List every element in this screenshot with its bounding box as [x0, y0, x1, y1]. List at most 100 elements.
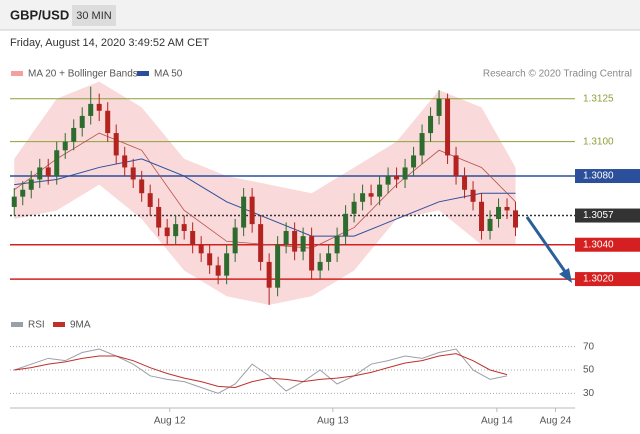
- candle-body: [275, 244, 281, 288]
- candle-body: [37, 167, 43, 180]
- candle-body: [215, 265, 221, 276]
- candle-body: [62, 141, 68, 151]
- arrow-shaft: [525, 216, 568, 274]
- candle-body: [79, 115, 85, 128]
- candle-body: [436, 98, 442, 116]
- price-panel: 1.3125 1.3100 1.3080 1.3057 1.3040 1.3020: [10, 81, 640, 305]
- candle-body: [28, 179, 34, 190]
- candle-body: [224, 253, 230, 276]
- candle-body: [292, 230, 298, 252]
- candle-body: [164, 227, 170, 237]
- candle-body: [385, 176, 391, 185]
- candle-body: [309, 236, 315, 271]
- candle-body: [11, 196, 17, 207]
- candle-body: [130, 167, 136, 180]
- timestamp: Friday, August 14, 2020 3:49:52 AM CET: [10, 37, 209, 49]
- x-tick-label: Aug 12: [154, 416, 186, 427]
- candle-body: [411, 155, 417, 168]
- legend-swatch: [137, 71, 149, 76]
- legend-swatch: [53, 322, 65, 327]
- x-tick-label: Aug 14: [481, 416, 513, 427]
- level-label-box: [575, 272, 640, 287]
- candle-body: [326, 253, 332, 262]
- legend-label: 9MA: [70, 320, 91, 331]
- level-label-box: [575, 237, 640, 252]
- legend-label: RSI: [28, 320, 45, 331]
- candle-body: [428, 115, 434, 134]
- candle-body: [105, 110, 111, 134]
- ma20-line: [14, 132, 516, 249]
- y-tick-label: 30: [583, 388, 595, 399]
- candle-body: [241, 196, 247, 228]
- interval-box[interactable]: [72, 5, 116, 26]
- candle-body: [232, 227, 238, 254]
- candle-body: [156, 206, 162, 228]
- candle-body: [334, 236, 340, 254]
- candle-body: [496, 206, 502, 219]
- level-label-box: [575, 208, 640, 223]
- candle-body: [113, 133, 119, 156]
- candle-body: [453, 155, 459, 177]
- candle-body: [470, 189, 476, 202]
- source: Research © 2020 Trading Central: [483, 69, 632, 80]
- level-label: 1.3080: [583, 171, 614, 182]
- candle-body: [377, 184, 383, 197]
- candle-body: [71, 127, 77, 142]
- x-tick-label: Aug 24: [540, 416, 572, 427]
- candle-body: [173, 224, 179, 237]
- candle-body: [122, 155, 128, 168]
- level-label: 1.3020: [583, 274, 614, 285]
- candle-body: [513, 210, 519, 228]
- y-tick-label: 50: [583, 365, 595, 376]
- legend-label: MA 20 + Bollinger Bands: [28, 69, 138, 80]
- y-tick-label: 70: [583, 341, 595, 352]
- ma50-line: [14, 158, 516, 237]
- level-label: 1.3057: [583, 210, 614, 221]
- candle-body: [368, 193, 374, 197]
- rsi-line: [14, 348, 508, 394]
- candle-body: [147, 193, 153, 207]
- candle-body: [20, 189, 26, 197]
- candle-body: [479, 201, 485, 231]
- level-label: 1.3040: [583, 239, 614, 250]
- interval[interactable]: 30 MIN: [76, 10, 112, 22]
- level-label: 1.3100: [583, 136, 614, 147]
- candle-body: [190, 230, 196, 245]
- candle-body: [207, 253, 213, 266]
- candle-body: [181, 224, 187, 231]
- candle-body: [88, 103, 94, 116]
- candle-body: [445, 98, 451, 156]
- candle-body: [198, 244, 204, 254]
- candle-body: [343, 213, 349, 237]
- legend-swatch: [11, 71, 23, 76]
- candle-body: [462, 176, 468, 190]
- candle-body: [139, 179, 145, 194]
- candle-body: [317, 261, 323, 271]
- candle-body: [283, 230, 289, 245]
- candle-body: [258, 224, 264, 262]
- candle-body: [300, 236, 306, 252]
- legend-swatch: [11, 322, 23, 327]
- forecast-arrow: [525, 216, 572, 283]
- candle-body: [249, 196, 255, 225]
- bollinger-band: [14, 81, 516, 305]
- symbol: GBP/USD: [10, 7, 69, 22]
- candle-body: [394, 176, 400, 180]
- x-tick-label: Aug 13: [317, 416, 349, 427]
- candle-body: [504, 206, 510, 211]
- candle-body: [487, 218, 493, 231]
- candle-body: [45, 167, 51, 177]
- level-label: 1.3125: [583, 93, 614, 104]
- candle-body: [54, 150, 60, 177]
- arrow-head: [559, 268, 572, 283]
- candle-body: [351, 201, 357, 214]
- candle-body: [266, 261, 272, 288]
- candle-body: [96, 103, 102, 111]
- candle-body: [360, 193, 366, 202]
- candle-body: [402, 167, 408, 180]
- level-label-box: [575, 169, 640, 184]
- rsi-line: [14, 353, 508, 389]
- legend-label: MA 50: [154, 69, 183, 80]
